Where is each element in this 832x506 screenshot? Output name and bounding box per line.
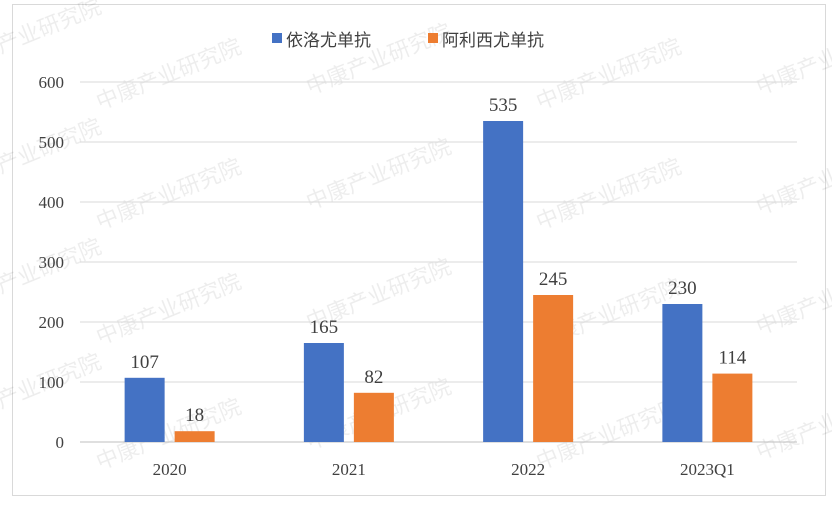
data-label: 230 [668, 278, 697, 299]
x-tick-label: 2020 [153, 460, 187, 479]
x-tick-label: 2022 [511, 460, 545, 479]
data-label: 535 [489, 95, 518, 116]
legend-swatch [272, 33, 282, 43]
legend: 依洛尤单抗 阿利西尤单抗 [272, 31, 544, 51]
watermark-text: 中康产业研究院 [753, 140, 832, 221]
watermark-text: 中康产业研究院 [93, 270, 245, 351]
y-tick-label: 200 [39, 313, 65, 332]
data-label: 107 [130, 352, 159, 373]
watermark-text: 中康产业研究院 [753, 260, 832, 341]
bar-series2 [353, 392, 394, 442]
bar-series2 [174, 431, 215, 442]
bars-group [124, 121, 753, 442]
bar-series1 [662, 304, 703, 442]
data-label: 165 [310, 317, 339, 338]
x-tick-label: 2021 [332, 460, 366, 479]
bar-series2 [533, 295, 574, 442]
watermark-text: 中康产业研究院 [533, 35, 685, 116]
watermark-text: 中康产业研究院 [93, 155, 245, 236]
y-tick-label: 600 [39, 73, 65, 92]
y-tick-label: 100 [39, 373, 65, 392]
data-label: 18 [185, 405, 204, 426]
data-label: 245 [539, 269, 568, 290]
legend-label: 依洛尤单抗 [286, 31, 371, 51]
bar-series1 [483, 121, 524, 442]
watermark-text: 中康产业研究院 [0, 0, 105, 76]
data-label: 114 [718, 348, 746, 369]
labels-group: 107 18 2020 165 82 2021 535 245 2022 230 114 2023Q1 [130, 95, 746, 479]
bar-series1 [303, 343, 344, 442]
gridlines: 0 100 200 300 400 500 600 [39, 73, 797, 452]
bar-series1 [124, 377, 165, 442]
y-tick-label: 300 [39, 253, 65, 272]
x-tick-label: 2023Q1 [680, 460, 735, 479]
watermark-text: 中康产业研究院 [0, 235, 105, 316]
watermark-text: 中康产业研究院 [753, 385, 832, 466]
watermark-text: 中康产业研究院 [0, 115, 105, 196]
y-tick-label: 500 [39, 133, 65, 152]
watermark-text: 中康产业研究院 [303, 135, 455, 216]
y-tick-label: 400 [39, 193, 65, 212]
watermark-text: 中康产业研究院 [533, 155, 685, 236]
y-tick-label: 0 [56, 433, 65, 452]
legend-label: 阿利西尤单抗 [442, 31, 544, 51]
bar-series2 [712, 373, 753, 442]
legend-swatch [428, 33, 438, 43]
data-label: 82 [364, 367, 383, 388]
watermark-text: 中康产业研究院 [753, 20, 832, 101]
watermark-text: 中康产业研究院 [93, 35, 245, 116]
